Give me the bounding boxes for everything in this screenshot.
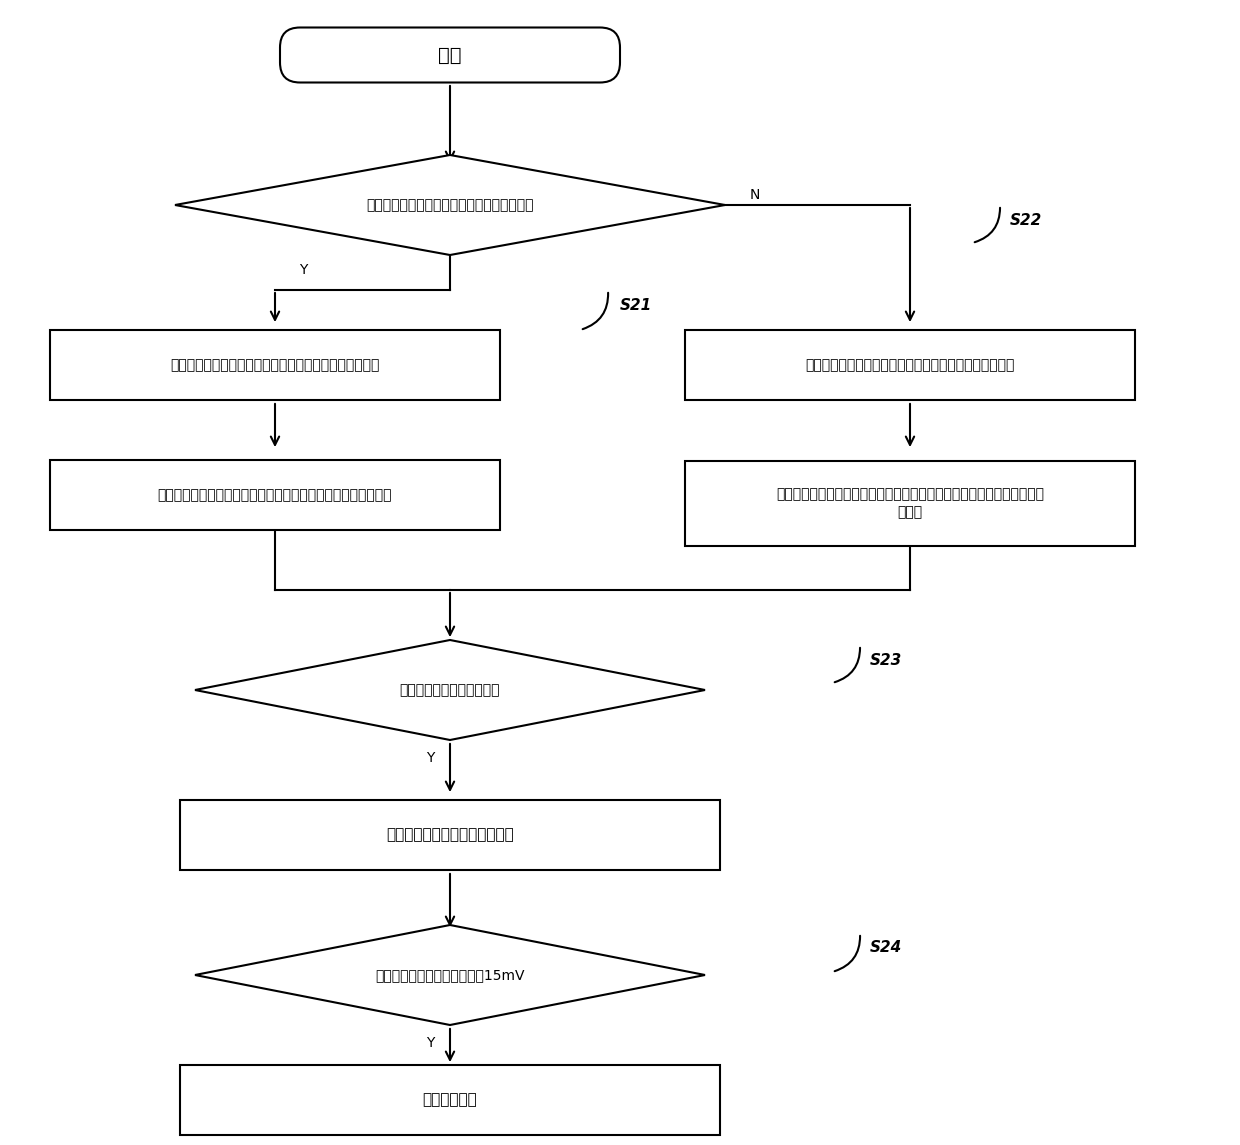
- Text: S24: S24: [870, 940, 903, 955]
- Polygon shape: [175, 155, 725, 255]
- Text: S22: S22: [1011, 213, 1043, 228]
- Text: 选出需要更新的电芯序号为电压等于最高电压的那颗电池的序号: 选出需要更新的电芯序号为电压等于最高电压的那颗电池的序号: [157, 488, 392, 502]
- FancyBboxPatch shape: [280, 27, 620, 82]
- Text: S21: S21: [620, 298, 652, 313]
- Text: 当前是否处于均衡开启状态: 当前是否处于均衡开启状态: [399, 684, 500, 697]
- Text: S23: S23: [870, 653, 903, 668]
- Bar: [684, 460, 1135, 545]
- Text: 最大最小电压的压差是否小于15mV: 最大最小电压的压差是否小于15mV: [376, 968, 525, 982]
- Text: 更新的计算的均衡时间矩阵为下一步计算的均衡时间矩阵: 更新的计算的均衡时间矩阵为下一步计算的均衡时间矩阵: [805, 358, 1014, 372]
- Bar: [180, 1065, 720, 1135]
- Bar: [50, 330, 500, 400]
- Bar: [180, 800, 720, 870]
- Bar: [50, 460, 500, 530]
- Text: Y: Y: [299, 263, 308, 277]
- Text: 均衡信息计算功能使能标志位是否为置位状态: 均衡信息计算功能使能标志位是否为置位状态: [366, 198, 533, 212]
- Text: 更新的计算的均衡时间矩阵为以上的计算的均衡时间矩阵: 更新的计算的均衡时间矩阵为以上的计算的均衡时间矩阵: [170, 358, 379, 372]
- Text: 开始: 开始: [438, 46, 461, 64]
- Text: 均衡剩余时间减去一个调用周期: 均衡剩余时间减去一个调用周期: [386, 828, 513, 843]
- Text: N: N: [750, 188, 760, 202]
- Bar: [684, 330, 1135, 400]
- Text: 选出需要更新的电芯序号为上电初始电芯或者上次在开启均衡的那颗电池
的序号: 选出需要更新的电芯序号为上电初始电芯或者上次在开启均衡的那颗电池 的序号: [776, 487, 1044, 519]
- Polygon shape: [195, 925, 706, 1025]
- Text: Y: Y: [425, 1036, 434, 1050]
- Text: Y: Y: [425, 751, 434, 765]
- Polygon shape: [195, 640, 706, 740]
- Text: 均衡时间清零: 均衡时间清零: [423, 1092, 477, 1107]
